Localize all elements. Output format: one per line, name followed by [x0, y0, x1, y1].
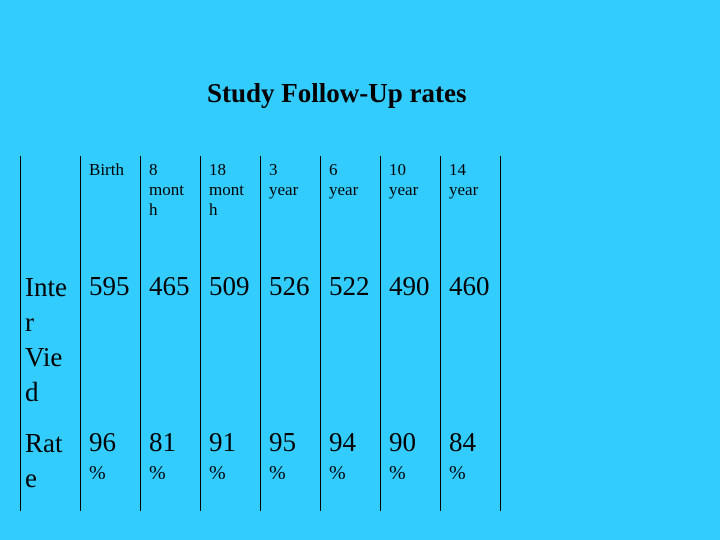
- table-cell: 490: [380, 262, 441, 420]
- table-cell: 95%: [260, 420, 321, 511]
- table-cell: 84%: [440, 420, 501, 511]
- table-row-rate: Rat e 96% 81% 91% 95% 94% 90% 84%: [20, 420, 501, 511]
- slide-title: Study Follow-Up rates: [207, 78, 467, 108]
- table-cell: 91%: [200, 420, 261, 511]
- column-header: 18 mont h: [200, 156, 261, 262]
- table-cell: 94%: [320, 420, 381, 511]
- table-cell: 90%: [380, 420, 441, 511]
- column-header: 3 year: [260, 156, 321, 262]
- header-row: Birth 8 mont h 18 mont h 3 year 6 year 1…: [20, 156, 501, 262]
- table-cell: 81%: [140, 420, 201, 511]
- column-header: 14 year: [440, 156, 501, 262]
- table-cell: 96%: [80, 420, 141, 511]
- column-header: Birth: [80, 156, 141, 262]
- table-cell: 526: [260, 262, 321, 420]
- table-cell: 509: [200, 262, 261, 420]
- row-label: Rat e: [20, 420, 81, 511]
- table-row-interviewed: Inte r Vie d 595 465 509 526 522 490 460: [20, 262, 501, 420]
- table-cell: 460: [440, 262, 501, 420]
- table-cell: 595: [80, 262, 141, 420]
- row-label: Inte r Vie d: [20, 262, 81, 420]
- corner-cell: [20, 156, 81, 262]
- column-header: 10 year: [380, 156, 441, 262]
- follow-up-table: Birth 8 mont h 18 mont h 3 year 6 year 1…: [20, 156, 501, 511]
- table-cell: 465: [140, 262, 201, 420]
- column-header: 8 mont h: [140, 156, 201, 262]
- table-cell: 522: [320, 262, 381, 420]
- column-header: 6 year: [320, 156, 381, 262]
